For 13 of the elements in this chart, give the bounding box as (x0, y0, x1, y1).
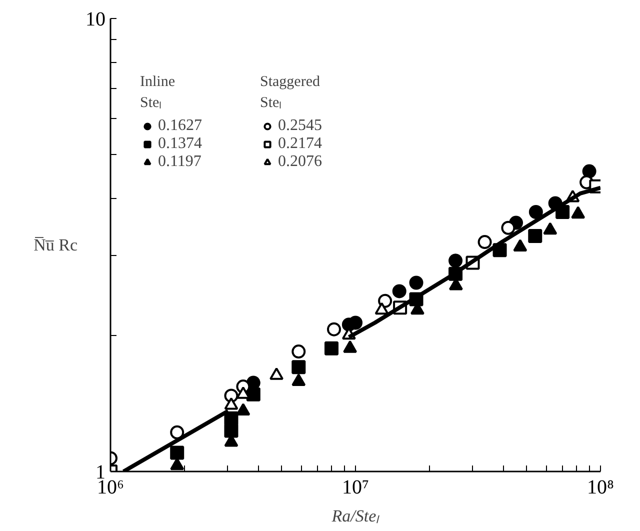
y-tick-label: 10 (86, 8, 106, 30)
annotation: Staggered Steₗ (260, 74, 321, 112)
x-tick-label: 10⁷ (342, 476, 370, 498)
x-tick-label: 10⁸ (587, 476, 614, 498)
y-axis-title: N̅u̅ Rc (34, 236, 78, 254)
legend-label: 0.1374 (158, 135, 202, 153)
legend-label: 0.2076 (278, 153, 322, 171)
x-axis-title: Ra/Steₗ (330, 506, 380, 526)
legend-label: 0.2174 (278, 135, 322, 153)
annotation: Inline Steₗ (140, 74, 176, 112)
legend-label: 0.2545 (278, 117, 322, 135)
legend-label: 0.1197 (158, 153, 202, 171)
legend-label: 0.1627 (158, 117, 202, 135)
